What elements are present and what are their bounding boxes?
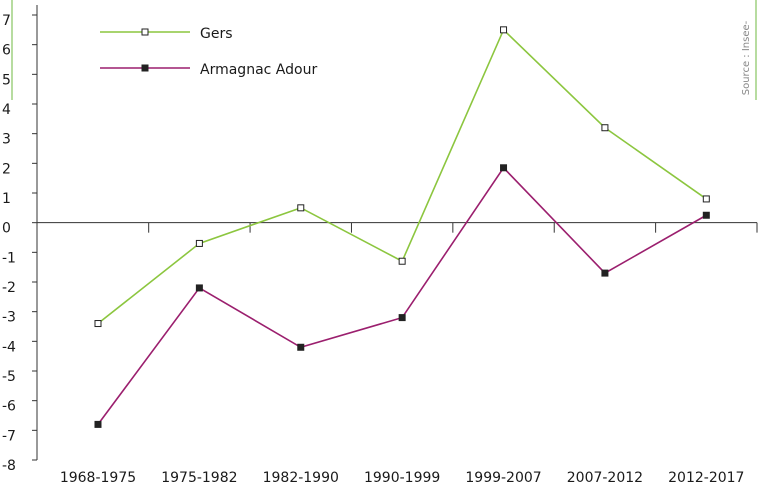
series-line bbox=[97, 166, 707, 425]
y-tick-label: -2 bbox=[2, 280, 16, 296]
y-tick-label: 3 bbox=[2, 132, 11, 148]
y-tick-label: 4 bbox=[2, 102, 11, 118]
legend-label: Gers bbox=[200, 26, 233, 42]
x-tick-label: 1999-2007 bbox=[465, 470, 541, 486]
point-marker bbox=[195, 284, 203, 292]
point-marker bbox=[398, 314, 406, 322]
y-tick-label: -6 bbox=[2, 399, 16, 415]
y-tick-label: -3 bbox=[2, 310, 16, 326]
x-tick-label: 1990-1999 bbox=[364, 470, 440, 486]
point-marker bbox=[297, 204, 305, 212]
y-tick-label: 1 bbox=[2, 191, 11, 207]
x-tick-label: 1968-1975 bbox=[60, 470, 136, 486]
point-marker bbox=[297, 343, 305, 351]
legend-marker bbox=[141, 64, 149, 72]
y-tick-label: 5 bbox=[2, 72, 11, 88]
point-marker bbox=[94, 320, 102, 328]
y-tick-label: -5 bbox=[2, 369, 16, 385]
point-marker bbox=[500, 26, 508, 34]
y-tick-label: -8 bbox=[2, 458, 16, 474]
x-tick-label: 1975-1982 bbox=[161, 470, 237, 486]
series-line bbox=[97, 28, 707, 325]
x-tick-label: 2012-2017 bbox=[668, 470, 744, 486]
y-tick-label: 2 bbox=[2, 161, 11, 177]
y-tick-label: 0 bbox=[2, 221, 11, 237]
point-marker bbox=[702, 211, 710, 219]
y-tick-label: 6 bbox=[2, 43, 11, 59]
point-marker bbox=[94, 420, 102, 428]
legend-marker bbox=[141, 28, 149, 36]
point-marker bbox=[195, 239, 203, 247]
point-marker bbox=[601, 269, 609, 277]
point-marker bbox=[398, 257, 406, 265]
y-tick-label: -1 bbox=[2, 250, 16, 266]
y-tick-label: -7 bbox=[2, 428, 16, 444]
source: Source : Insee- bbox=[741, 20, 752, 95]
y-tick-label: 7 bbox=[2, 13, 11, 29]
point-marker bbox=[601, 124, 609, 132]
x-tick-label: 2007-2012 bbox=[567, 470, 643, 486]
x-tick-label: 1982-1990 bbox=[263, 470, 339, 486]
point-marker bbox=[500, 164, 508, 172]
legend-label: Armagnac Adour bbox=[200, 62, 317, 78]
y-tick-label: -4 bbox=[2, 339, 16, 355]
point-marker bbox=[702, 195, 710, 203]
